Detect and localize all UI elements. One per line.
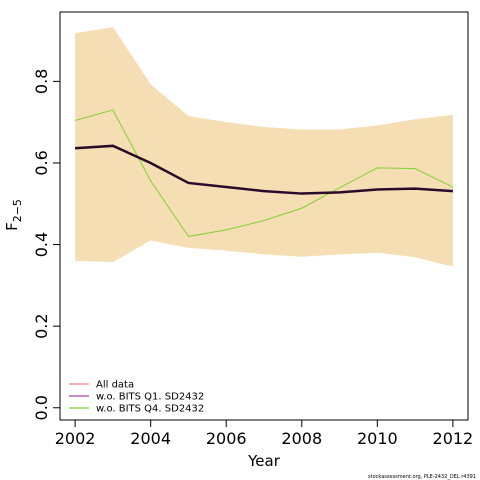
- confidence-band: [75, 27, 453, 267]
- svg-text:F2−5: F2−5: [3, 199, 24, 231]
- legend-label: w.o. BITS Q4. SD2432: [96, 404, 204, 415]
- y-axis-title: F2−5 ‾: [0, 199, 24, 231]
- x-tick-label: 2008: [281, 429, 322, 448]
- main-estimate-line: [75, 144, 453, 195]
- legend-label: All data: [96, 380, 134, 391]
- x-tick-label: 2004: [130, 429, 171, 448]
- confidence-band-layer: [75, 27, 453, 267]
- y-tick-label: 0.4: [32, 232, 51, 257]
- y-tick-label: 0.2: [32, 313, 51, 338]
- y-tick-label: 0.8: [32, 69, 51, 94]
- y-axis-title-bar: ‾: [0, 221, 11, 230]
- x-tick-label: 2002: [55, 429, 96, 448]
- y-axis-title-main: F: [3, 222, 21, 231]
- legend-label: w.o. BITS Q1. SD2432: [96, 392, 204, 403]
- x-axis-title: Year: [247, 452, 281, 470]
- footer-credit: stockassessment.org, PLE-2432_DEL r4391: [368, 474, 476, 480]
- plot-frame: [59, 11, 469, 421]
- y-axis-title-subscript: 2−5: [11, 199, 24, 222]
- y-tick-label: 0.6: [32, 150, 51, 175]
- series-lines-layer: [74, 109, 454, 237]
- x-tick-label: 2012: [433, 429, 474, 448]
- x-tick-label: 2006: [206, 429, 247, 448]
- y-axis: 0.0 0.2 0.4 0.6 0.8: [32, 69, 60, 420]
- x-axis: 2002 2004 2006 2008 2010 2012: [55, 420, 473, 448]
- y-tick-label: 0.0: [32, 395, 51, 420]
- x-tick-label: 2010: [357, 429, 398, 448]
